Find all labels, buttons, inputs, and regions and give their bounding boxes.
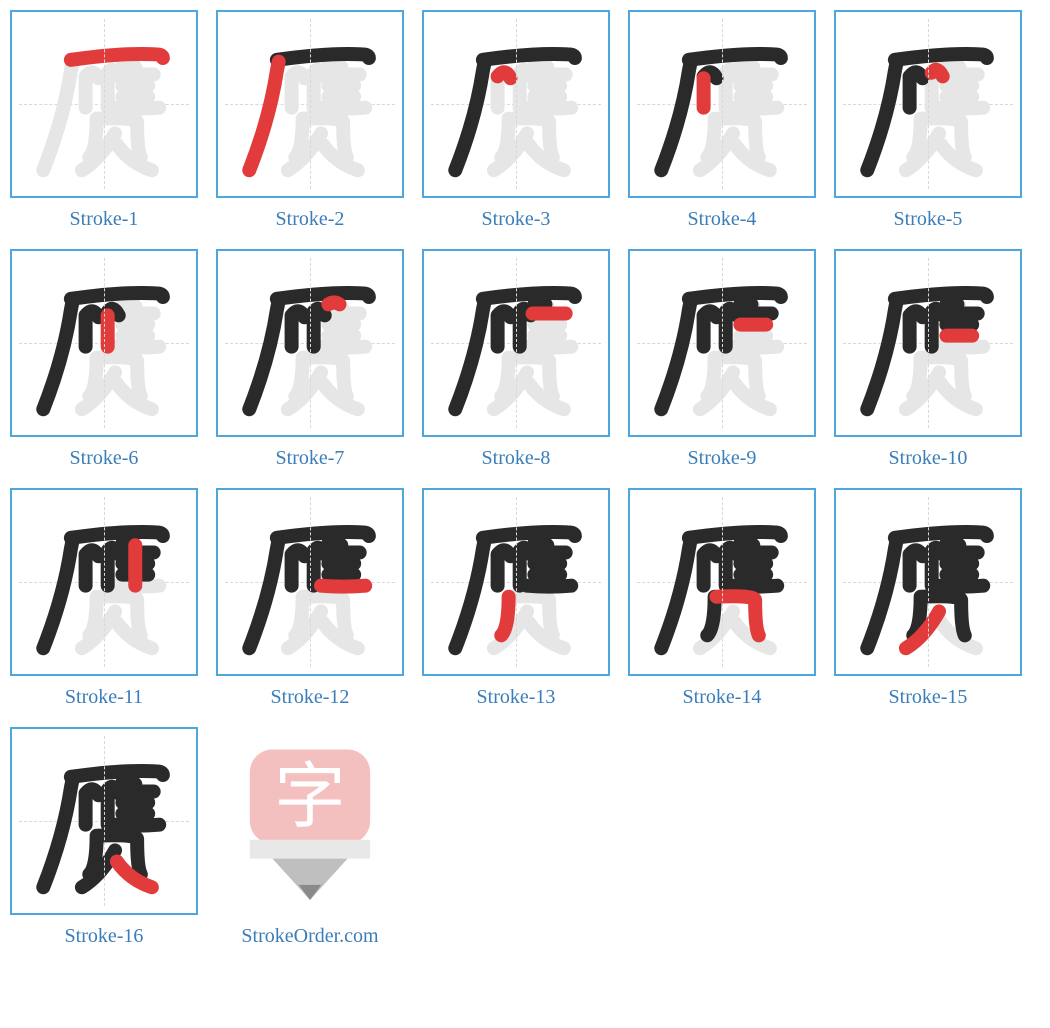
stroke-cell: Stroke-7 — [216, 249, 404, 470]
character-svg — [12, 729, 196, 913]
stroke-tile — [628, 10, 816, 198]
stroke-cell: Stroke-13 — [422, 488, 610, 709]
stroke-cell: Stroke-2 — [216, 10, 404, 231]
logo-cell: 字 StrokeOrder.com — [216, 727, 404, 948]
stroke-cell: Stroke-16 — [10, 727, 198, 948]
stroke-caption: Stroke-5 — [894, 208, 963, 231]
logo-icon: 字 — [216, 727, 404, 915]
character-svg — [836, 490, 1020, 674]
stroke-tile — [10, 727, 198, 915]
stroke-cell: Stroke-8 — [422, 249, 610, 470]
stroke-cell: Stroke-15 — [834, 488, 1022, 709]
stroke-tile — [422, 249, 610, 437]
character-svg — [12, 12, 196, 196]
character-svg — [424, 490, 608, 674]
stroke-cell: Stroke-4 — [628, 10, 816, 231]
stroke-caption: Stroke-4 — [688, 208, 757, 231]
stroke-caption: Stroke-14 — [683, 686, 762, 709]
logo-tile: 字 — [216, 727, 404, 915]
stroke-tile — [10, 488, 198, 676]
stroke-tile — [10, 249, 198, 437]
stroke-cell: Stroke-11 — [10, 488, 198, 709]
stroke-cell: Stroke-1 — [10, 10, 198, 231]
stroke-tile — [422, 10, 610, 198]
character-svg — [424, 251, 608, 435]
stroke-tile — [216, 10, 404, 198]
stroke-cell: Stroke-6 — [10, 249, 198, 470]
stroke-tile — [834, 488, 1022, 676]
stroke-tile — [216, 488, 404, 676]
stroke-caption: Stroke-12 — [271, 686, 350, 709]
character-svg — [630, 251, 814, 435]
stroke-caption: Stroke-11 — [65, 686, 143, 709]
svg-text:字: 字 — [274, 758, 345, 837]
stroke-caption: Stroke-2 — [276, 208, 345, 231]
stroke-tile — [834, 10, 1022, 198]
stroke-tile — [628, 488, 816, 676]
stroke-cell: Stroke-9 — [628, 249, 816, 470]
character-svg — [424, 12, 608, 196]
stroke-caption: Stroke-13 — [477, 686, 556, 709]
stroke-tile — [834, 249, 1022, 437]
stroke-caption: Stroke-9 — [688, 447, 757, 470]
character-svg — [630, 12, 814, 196]
stroke-cell: Stroke-3 — [422, 10, 610, 231]
logo-caption: StrokeOrder.com — [241, 925, 378, 948]
stroke-caption: Stroke-3 — [482, 208, 551, 231]
stroke-cell: Stroke-10 — [834, 249, 1022, 470]
stroke-caption: Stroke-1 — [70, 208, 139, 231]
stroke-tile — [10, 10, 198, 198]
character-svg — [12, 251, 196, 435]
stroke-caption: Stroke-6 — [70, 447, 139, 470]
character-svg — [218, 251, 402, 435]
character-svg — [218, 490, 402, 674]
character-svg — [630, 490, 814, 674]
character-svg — [836, 251, 1020, 435]
stroke-tile — [216, 249, 404, 437]
stroke-caption: Stroke-15 — [889, 686, 968, 709]
stroke-caption: Stroke-8 — [482, 447, 551, 470]
character-svg — [218, 12, 402, 196]
stroke-grid: Stroke-1 Stroke-2 Stroke-3 Stroke-4 Stroke-5… — [10, 10, 1040, 948]
stroke-caption: Stroke-16 — [65, 925, 144, 948]
stroke-caption: Stroke-7 — [276, 447, 345, 470]
stroke-cell: Stroke-12 — [216, 488, 404, 709]
character-svg — [12, 490, 196, 674]
stroke-cell: Stroke-14 — [628, 488, 816, 709]
stroke-caption: Stroke-10 — [889, 447, 968, 470]
stroke-cell: Stroke-5 — [834, 10, 1022, 231]
stroke-tile — [422, 488, 610, 676]
character-svg — [836, 12, 1020, 196]
stroke-tile — [628, 249, 816, 437]
